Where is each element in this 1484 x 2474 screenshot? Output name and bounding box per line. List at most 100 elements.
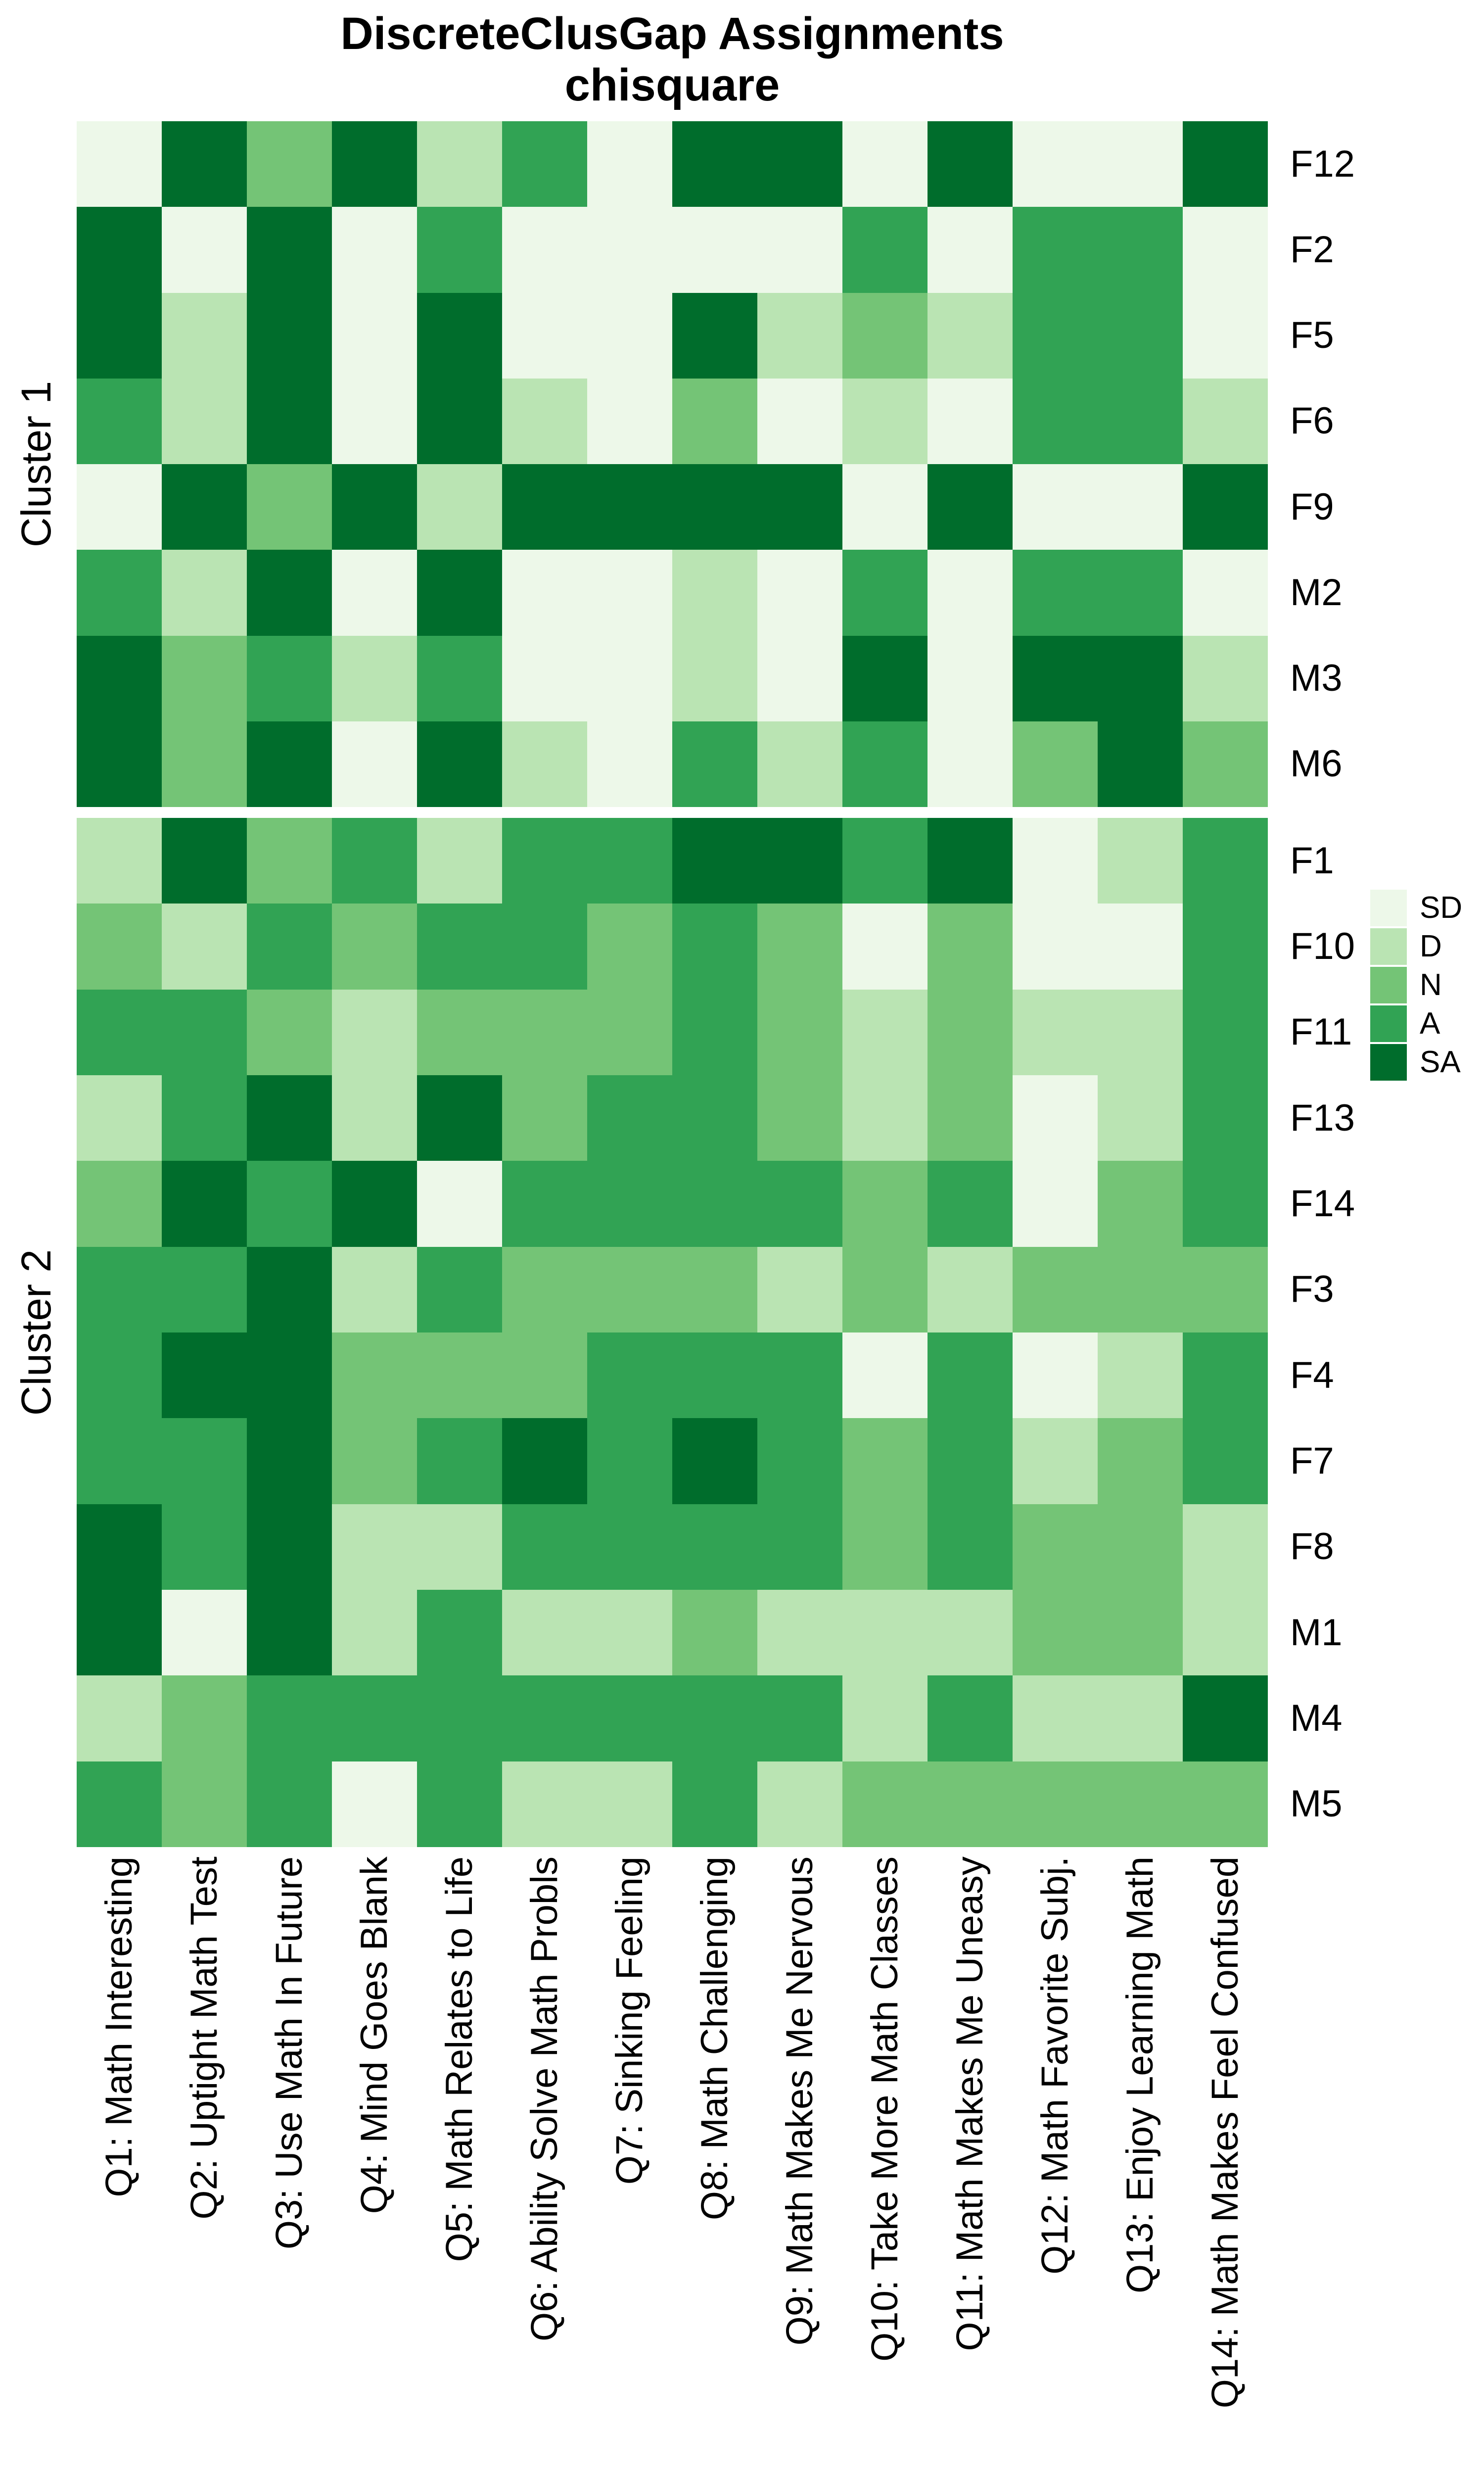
heatmap-cell [1098,550,1183,636]
heatmap-cell [77,378,162,464]
heatmap-cell [77,1761,162,1847]
heatmap-cell [1013,378,1098,464]
heatmap-cell [757,550,842,636]
heatmap-cell [247,1675,332,1761]
heatmap-cell [672,904,757,990]
heatmap-cell [1183,818,1268,904]
heatmap-cell [672,1761,757,1847]
heatmap-cell [1013,1161,1098,1247]
heatmap-cell [77,1418,162,1504]
heatmap-cell [502,635,587,721]
heatmap-cell [757,1246,842,1332]
heatmap-cell [1098,1675,1183,1761]
heatmap-cell [162,207,247,293]
heatmap-cell [757,292,842,379]
heatmap-cell [757,1675,842,1761]
heatmap-cell [1183,292,1268,379]
heatmap-cell [587,207,672,293]
row-label-m4: M4 [1290,1697,1343,1739]
heatmap-cell [502,721,587,807]
heatmap-cell [587,904,672,990]
heatmap-cell [332,1504,417,1590]
heatmap-cell [1098,1075,1183,1161]
heatmap-cell [757,1504,842,1590]
col-label-q13: Q13: Enjoy Learning Math [1119,1856,1161,2293]
heatmap-cell [672,989,757,1075]
col-label-q7: Q7: Sinking Feeling [608,1856,650,2185]
chart-title-block: DiscreteClusGap Assignments chisquare [77,8,1268,111]
heatmap-cell [587,635,672,721]
facet-label-cluster-2: Cluster 2 [13,1249,59,1416]
heatmap-cell [417,1418,502,1504]
heatmap-cell [587,721,672,807]
heatmap-cell [842,904,928,990]
heatmap-cell [1098,635,1183,721]
col-label-q14: Q14: Math Makes Feel Confused [1204,1856,1246,2409]
row-label-f1: F1 [1290,839,1334,882]
row-label-f10: F10 [1290,925,1355,967]
heatmap-cell [928,1504,1013,1590]
heatmap-cell [502,1075,587,1161]
heatmap-cell [757,378,842,464]
heatmap-cell [417,1504,502,1590]
heatmap-cell [842,550,928,636]
row-label-f7: F7 [1290,1440,1334,1482]
heatmap-cell [502,121,587,207]
heatmap-cell [502,1504,587,1590]
heatmap-cell [1013,1332,1098,1419]
col-label-q12: Q12: Math Favorite Subj. [1034,1856,1076,2275]
heatmap-cell [77,904,162,990]
heatmap-cell [332,1246,417,1332]
row-label-f3: F3 [1290,1268,1334,1311]
heatmap-cell [672,1246,757,1332]
heatmap-cell [842,1504,928,1590]
heatmap-cell [77,1161,162,1247]
heatmap-cell [1098,292,1183,379]
heatmap-cell [247,1332,332,1419]
heatmap-cell [502,1418,587,1504]
heatmap-cell [757,904,842,990]
heatmap-cell [77,550,162,636]
heatmap-cell [1183,464,1268,550]
row-label-m6: M6 [1290,743,1343,785]
heatmap-cell [502,1675,587,1761]
heatmap-cell [417,1246,502,1332]
heatmap-cell [672,207,757,293]
heatmap-cell [332,121,417,207]
row-label-f2: F2 [1290,228,1334,271]
heatmap-cell [162,1675,247,1761]
heatmap-cell [757,721,842,807]
heatmap-cell [162,550,247,636]
heatmap-cell [417,464,502,550]
heatmap-cell [417,721,502,807]
row-label-f11: F11 [1290,1011,1352,1053]
heatmap-cell [1183,1161,1268,1247]
heatmap-cell [672,1161,757,1247]
heatmap-cell [1098,1418,1183,1504]
heatmap-cell [842,721,928,807]
heatmap-cell [502,207,587,293]
heatmap-cell [672,1589,757,1676]
heatmap-cell [757,1332,842,1419]
heatmap-cell [587,550,672,636]
heatmap-cell [1098,207,1183,293]
heatmap-cell [502,1246,587,1332]
col-label-q4: Q4: Mind Goes Blank [353,1856,395,2214]
heatmap-cell [1183,721,1268,807]
heatmap-cell [332,1161,417,1247]
heatmap-cell [587,1675,672,1761]
heatmap-cell [502,1332,587,1419]
heatmap-cell [417,550,502,636]
heatmap-cell [247,378,332,464]
heatmap-cell [417,635,502,721]
heatmap-cell [757,1589,842,1676]
heatmap-cell [587,464,672,550]
heatmap-cell [672,635,757,721]
heatmap-cell [77,1332,162,1419]
heatmap-cell [928,121,1013,207]
heatmap-cell [928,207,1013,293]
heatmap-cell [162,1761,247,1847]
legend-swatch-sa [1370,1044,1407,1081]
col-label-q9: Q9: Math Makes Me Nervous [779,1856,821,2346]
heatmap-cell [247,635,332,721]
